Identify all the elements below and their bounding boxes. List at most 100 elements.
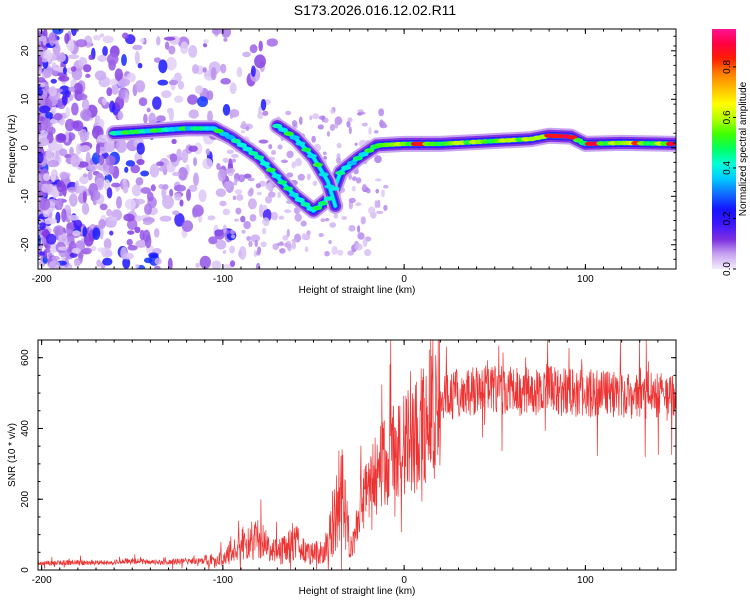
noise-blob — [337, 249, 344, 256]
noise-blob — [52, 186, 58, 199]
noise-blob — [281, 159, 288, 164]
noise-blob — [177, 166, 188, 181]
noise-blob — [65, 106, 70, 118]
noise-blob — [361, 122, 368, 127]
main-ridge-peak — [219, 131, 230, 137]
noise-blob — [374, 178, 382, 182]
noise-blob — [156, 36, 161, 46]
noise-blob — [222, 224, 227, 234]
noise-blob — [67, 54, 80, 60]
noise-blob — [140, 170, 150, 177]
colorbar-tick-label: 0.2 — [722, 211, 733, 225]
noise-blob — [226, 149, 235, 155]
noise-blob — [162, 184, 169, 190]
colorbar — [712, 29, 736, 269]
line-x-axis-label: Height of straight line (km) — [299, 586, 416, 597]
colorbar-label: Normalized spectral amplitude — [738, 81, 749, 216]
noise-blob — [97, 54, 107, 62]
noise-blob — [262, 217, 270, 227]
noise-blob — [247, 177, 255, 182]
noise-blob — [362, 238, 368, 248]
noise-blob — [114, 96, 125, 110]
noise-blob — [286, 228, 290, 238]
heatmap-x-axis-label: Height of straight line (km) — [299, 285, 416, 296]
noise-blob — [75, 143, 82, 155]
noise-blob — [364, 249, 372, 257]
noise-blob — [247, 198, 257, 210]
noise-blob — [264, 195, 273, 204]
noise-blob — [144, 203, 153, 215]
noise-blob — [118, 89, 126, 99]
noise-blob — [249, 187, 254, 195]
y-tick-label: 600 — [20, 349, 31, 366]
noise-blob — [233, 218, 239, 222]
main-ridge-peak — [341, 165, 352, 170]
noise-blob — [59, 171, 68, 180]
noise-blob — [169, 153, 178, 163]
noise-blob — [368, 127, 372, 135]
noise-blob — [215, 239, 227, 250]
noise-blob — [262, 227, 267, 235]
noise-blob — [71, 247, 81, 254]
secondary-ridge-peak — [307, 153, 318, 159]
noise-blob — [60, 52, 66, 62]
noise-blob — [220, 63, 227, 74]
noise-blob — [241, 229, 246, 234]
noise-blob — [158, 59, 168, 74]
noise-blob — [254, 239, 258, 248]
noise-blob — [199, 255, 211, 269]
noise-blob — [48, 260, 61, 269]
line-y-axis-label: SNR (10 * v/v) — [7, 423, 18, 487]
main-ridge-peak — [236, 142, 247, 148]
noise-blob — [85, 151, 91, 165]
noise-blob — [357, 232, 365, 240]
noise-blob — [99, 33, 105, 38]
noise-blob — [106, 187, 113, 199]
noise-blob — [225, 168, 231, 174]
noise-blob — [39, 197, 51, 211]
noise-blob — [167, 257, 173, 269]
noise-blob — [260, 98, 267, 111]
noise-blob — [286, 150, 294, 159]
noise-blob — [104, 138, 115, 153]
noise-blob — [134, 198, 146, 205]
main-ridge-peak — [242, 147, 253, 152]
noise-blob — [58, 148, 68, 157]
noise-blob — [73, 219, 83, 230]
y-tick-label: -20 — [20, 237, 31, 252]
noise-blob — [111, 182, 121, 188]
noise-blob — [158, 166, 168, 172]
noise-blob — [238, 249, 243, 259]
noise-blob — [52, 66, 63, 71]
noise-blob — [153, 57, 161, 63]
noise-blob — [222, 157, 230, 163]
noise-blob — [38, 35, 47, 42]
noise-blob — [233, 180, 238, 186]
noise-blob — [230, 230, 236, 235]
main-ridge-peak — [323, 196, 334, 201]
noise-blob — [291, 238, 298, 243]
noise-blob — [255, 262, 261, 269]
noise-blob — [42, 173, 51, 181]
noise-blob — [99, 203, 108, 211]
main-ridge-peak — [573, 138, 584, 143]
main-ridge-peak — [265, 167, 276, 173]
noise-blob — [47, 126, 56, 135]
noise-blob — [373, 130, 379, 134]
noise-blob — [44, 244, 51, 250]
noise-blob — [80, 145, 91, 152]
noise-blob — [164, 41, 170, 50]
noise-blob — [79, 129, 88, 143]
secondary-ridge-peak — [283, 131, 294, 136]
noise-blob — [231, 154, 239, 158]
noise-blob — [229, 245, 235, 254]
noise-blob — [203, 39, 209, 44]
main-ridge-peak — [283, 186, 294, 191]
noise-blob — [169, 188, 174, 197]
noise-blob — [306, 230, 311, 236]
noise-blob — [193, 142, 203, 155]
noise-blob — [241, 120, 247, 130]
noise-blob — [74, 259, 81, 267]
noise-blob — [88, 54, 94, 61]
noise-blob — [351, 185, 356, 192]
